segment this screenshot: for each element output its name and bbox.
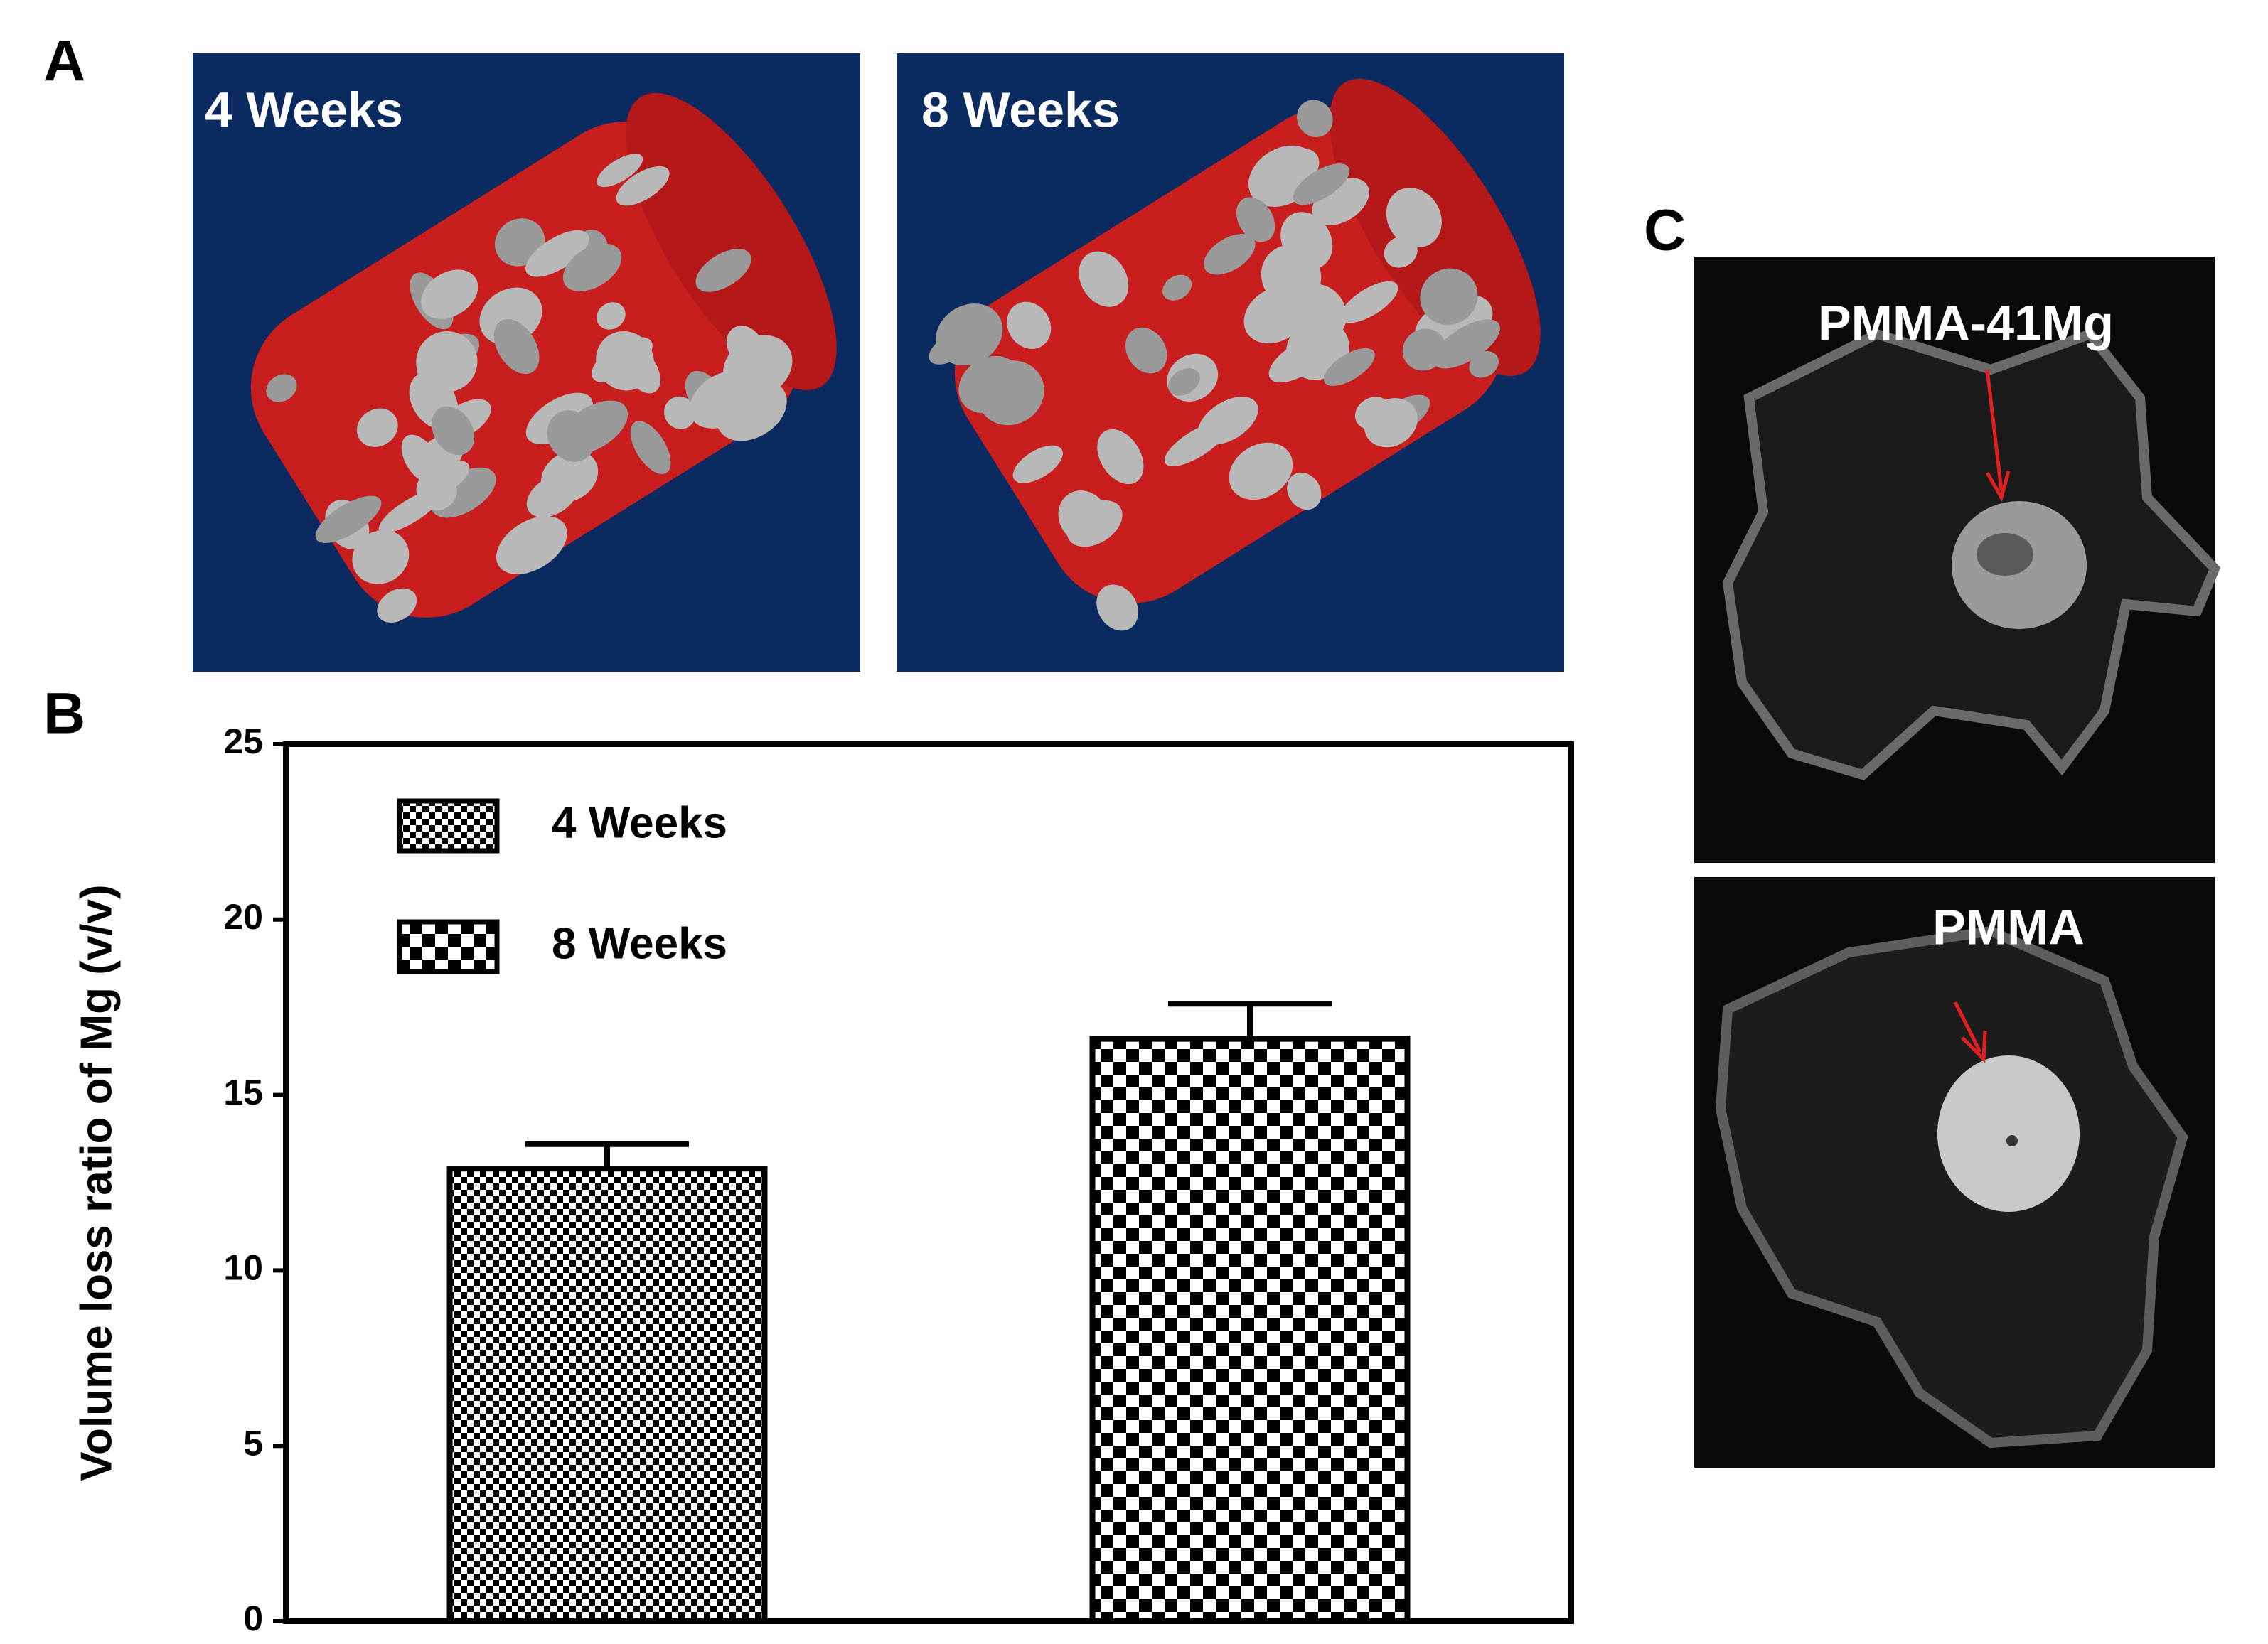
y-tick-label: 10 — [223, 1248, 263, 1288]
ct-image — [1694, 877, 2215, 1468]
panel-letter: C — [1644, 198, 1686, 263]
legend-swatch — [397, 919, 500, 974]
ct-image — [1694, 257, 2221, 863]
image-label: 8 Weeks — [921, 82, 1120, 137]
bar — [446, 1166, 768, 1624]
render-image — [193, 53, 860, 672]
panel-letter: B — [43, 682, 85, 746]
y-tick-label: 15 — [223, 1073, 263, 1112]
panel-letter: A — [43, 29, 85, 94]
plot-frame — [283, 741, 1574, 1624]
legend-label: 4 Weeks — [552, 798, 727, 847]
y-tick-label: 0 — [243, 1599, 263, 1638]
y-tick-label: 5 — [243, 1423, 263, 1463]
error-bar — [525, 1141, 689, 1169]
bar — [1089, 1036, 1411, 1624]
y-axis-title: Volume loss ratio of Mg (v/v) — [72, 884, 121, 1481]
y-tick-label: 20 — [223, 897, 263, 937]
error-bar — [1168, 1001, 1332, 1039]
image-label: PMMA — [1932, 899, 2085, 955]
render-image — [897, 53, 1564, 672]
image-label: PMMA-41Mg — [1818, 295, 2114, 350]
legend-swatch — [397, 798, 500, 854]
image-label: 4 Weeks — [205, 82, 403, 137]
legend-label: 8 Weeks — [552, 919, 727, 968]
y-tick-label: 25 — [223, 721, 263, 761]
